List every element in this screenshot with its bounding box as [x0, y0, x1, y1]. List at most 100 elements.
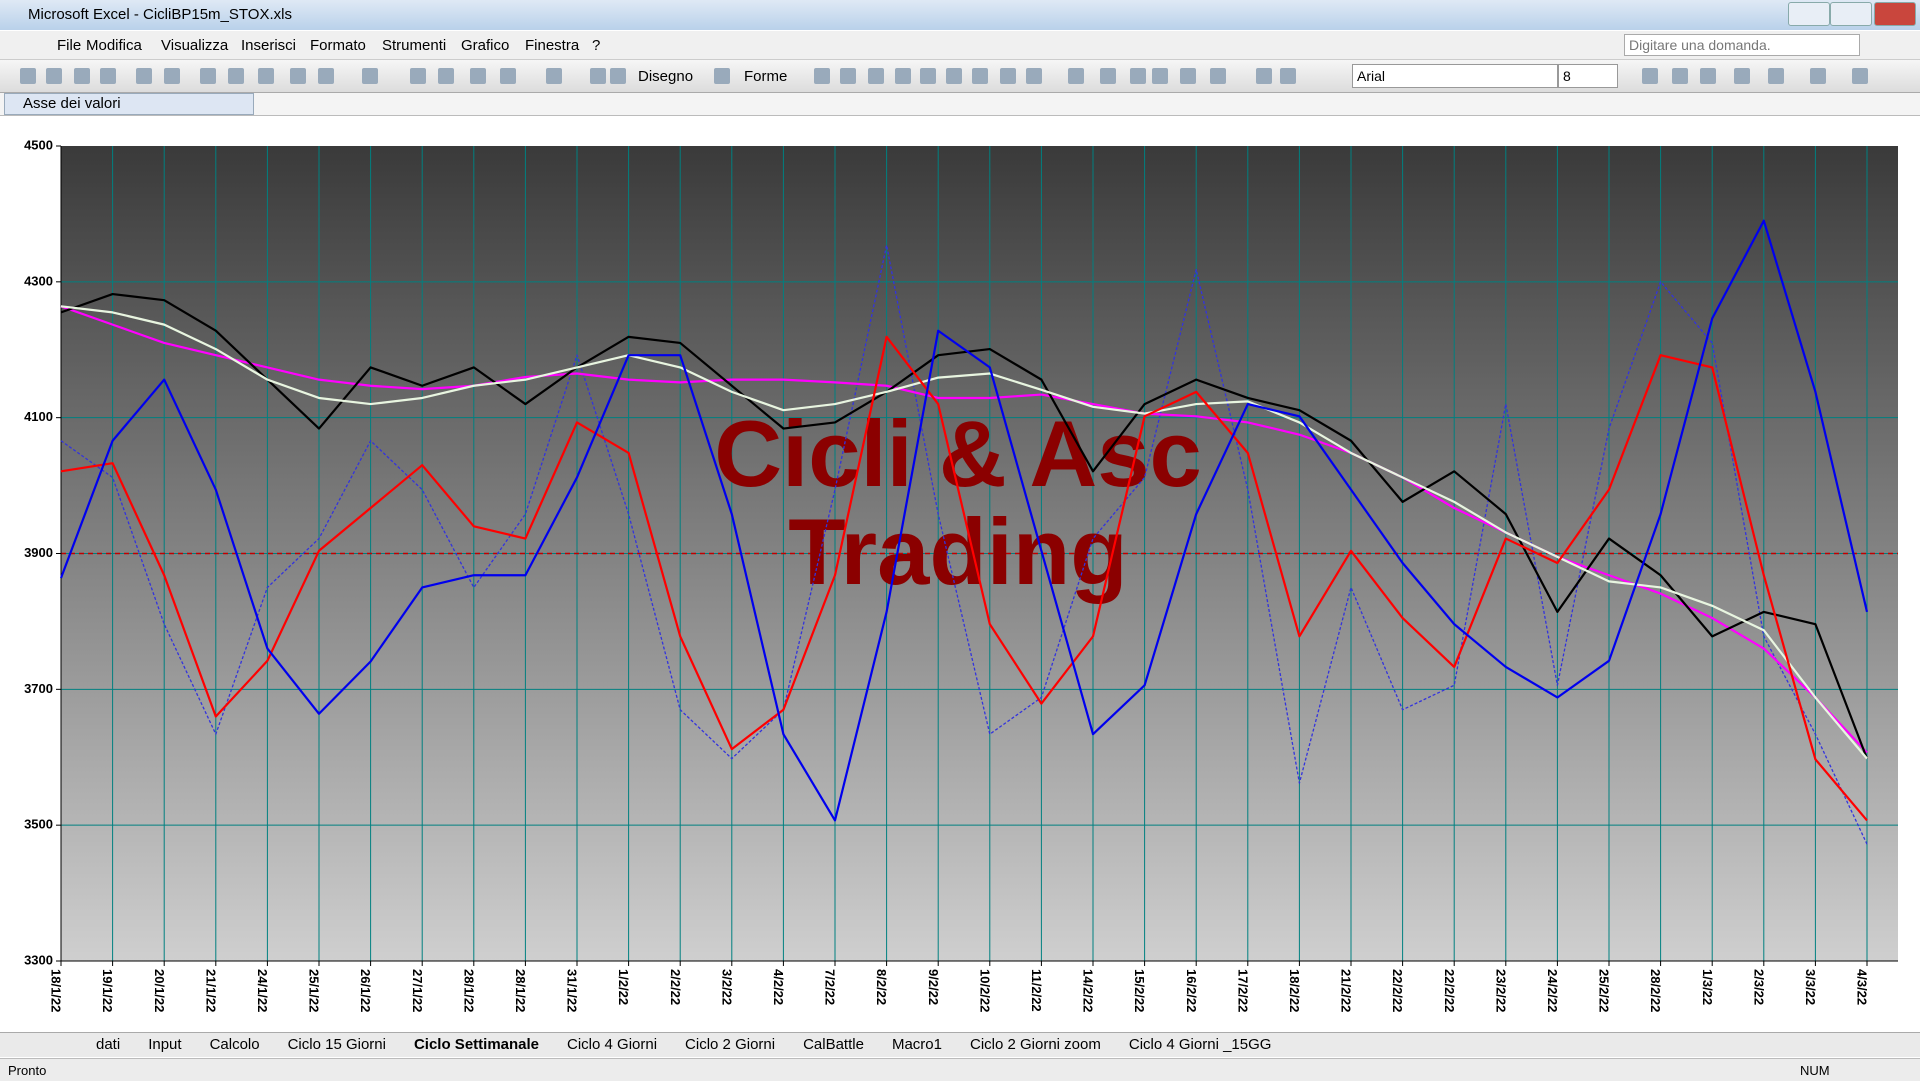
toolbar-icon[interactable] [1734, 68, 1750, 84]
toolbar-icon[interactable] [1256, 68, 1272, 84]
toolbar-icon[interactable] [1642, 68, 1658, 84]
x-tick-label: 15/2/22 [1132, 969, 1147, 1012]
x-tick-label: 18/2/22 [1287, 969, 1302, 1012]
menu-bar: Digitare una domanda. File Modifica Visual… [0, 31, 1920, 60]
sheet-tab[interactable]: Calcolo [209, 1036, 260, 1053]
maximize[interactable] [1830, 2, 1872, 26]
toolbar-icon[interactable] [20, 68, 36, 84]
menu-item[interactable]: Modifica [86, 37, 142, 54]
toolbar-icon[interactable] [258, 68, 274, 84]
size-combo[interactable]: 8 [1558, 64, 1618, 88]
toolbar-icon[interactable] [100, 68, 116, 84]
draw-menu[interactable]: Disegno [638, 68, 694, 85]
x-tick-label: 10/2/22 [977, 969, 992, 1012]
sheet-tab[interactable]: Ciclo 4 Giorni _15GG [1128, 1036, 1272, 1053]
minimize[interactable] [1788, 2, 1830, 26]
sheet-tab[interactable]: Ciclo Settimanale [413, 1036, 540, 1053]
toolbar-icon[interactable] [362, 68, 378, 84]
toolbar-icon[interactable] [1852, 68, 1868, 84]
title-bar: Microsoft Excel - CicliBP15m_STOX.xls [0, 0, 1920, 30]
shapes-menu[interactable]: Forme [744, 68, 788, 85]
x-tick-label: 2/2/22 [668, 969, 683, 1005]
toolbar-icon[interactable] [1768, 68, 1784, 84]
menu-item[interactable]: Grafico [461, 37, 510, 54]
toolbar-icon[interactable] [1280, 68, 1296, 84]
x-tick-label: 9/2/22 [926, 969, 941, 1005]
series-line [60, 244, 1868, 845]
y-tick-label: 3700 [24, 681, 53, 696]
x-tick-label: 25/2/22 [1597, 969, 1612, 1012]
menu-item[interactable]: Strumenti [382, 37, 447, 54]
toolbar-icon[interactable] [1026, 68, 1042, 84]
toolbar-icon[interactable] [136, 68, 152, 84]
toolbar-icon[interactable] [868, 68, 884, 84]
toolbar-icon[interactable] [410, 68, 426, 84]
toolbar-icon[interactable] [1700, 68, 1716, 84]
toolbar-icon[interactable] [438, 68, 454, 84]
toolbar-icon[interactable] [1100, 68, 1116, 84]
x-tick-label: 20/1/22 [152, 969, 167, 1012]
toolbar-icon[interactable] [546, 68, 562, 84]
toolbar-icon[interactable] [946, 68, 962, 84]
toolbar-icon[interactable] [814, 68, 830, 84]
toolbar-icon[interactable] [46, 68, 62, 84]
menu-item[interactable]: Visualizza [161, 37, 229, 54]
toolbar-icon[interactable] [1210, 68, 1226, 84]
x-tick-label: 19/1/22 [100, 969, 115, 1012]
close[interactable] [1874, 2, 1916, 26]
toolbar-icon[interactable] [200, 68, 216, 84]
menu-item[interactable]: Inserisci [241, 37, 297, 54]
x-tick-label: 28/1/22 [461, 969, 476, 1012]
y-tick-label: 4500 [24, 137, 53, 152]
x-tick-label: 2/3/22 [1751, 969, 1766, 1005]
menu-item[interactable]: Finestra [525, 37, 580, 54]
y-tick-label: 3900 [24, 545, 53, 560]
toolbar-icon[interactable] [164, 68, 180, 84]
x-tick-label: 26/1/22 [358, 969, 373, 1012]
toolbar-icon[interactable] [1130, 68, 1146, 84]
help-box[interactable]: Digitare una domanda. [1624, 34, 1860, 56]
status-bar: Pronto NUM [0, 1058, 1920, 1081]
sheet-tab[interactable]: Ciclo 15 Giorni [287, 1036, 386, 1053]
sheet-tab[interactable]: dati [96, 1036, 121, 1053]
toolbar-icon[interactable] [610, 68, 626, 84]
series-line [59, 219, 1869, 822]
toolbar-icon[interactable] [590, 68, 606, 84]
x-tick-label: 14/2/22 [1081, 969, 1096, 1012]
sheet-tab[interactable]: Ciclo 2 Giorni [685, 1036, 776, 1053]
toolbar-icon[interactable] [1068, 68, 1084, 84]
menu-item[interactable]: ? [592, 37, 601, 54]
toolbar-icon[interactable] [972, 68, 988, 84]
name-box[interactable]: Asse dei valori [4, 93, 254, 115]
x-tick-label: 23/2/22 [1493, 969, 1508, 1012]
sheet-tab[interactable]: Ciclo 4 Giorni [567, 1036, 658, 1053]
toolbar-icon[interactable] [1180, 68, 1196, 84]
toolbar-icon[interactable] [1810, 68, 1826, 84]
x-tick-label: 17/2/22 [1235, 969, 1250, 1012]
x-tick-label: 4/2/22 [771, 969, 786, 1005]
toolbar-icon[interactable] [470, 68, 486, 84]
toolbar-icon[interactable] [920, 68, 936, 84]
series-line [60, 305, 1868, 760]
sheet-tab[interactable]: Input [148, 1036, 182, 1053]
toolbar-icon[interactable] [500, 68, 516, 84]
menu-item[interactable]: File [57, 37, 82, 54]
sheet-tab[interactable]: Macro1 [891, 1036, 942, 1053]
sheet-tab[interactable]: CalBattle [803, 1036, 864, 1053]
font-combo[interactable]: Arial [1352, 64, 1558, 88]
toolbar-icon[interactable] [290, 68, 306, 84]
toolbar-icon[interactable] [1672, 68, 1688, 84]
toolbar-icon[interactable] [318, 68, 334, 84]
toolbar-icon[interactable] [228, 68, 244, 84]
x-tick-label: 21/1/22 [203, 969, 218, 1012]
x-tick-label: 21/2/22 [1339, 969, 1354, 1012]
menu-item[interactable]: Formato [310, 37, 366, 54]
toolbar-icon[interactable] [840, 68, 856, 84]
toolbar-icon[interactable] [1000, 68, 1016, 84]
sheet-tab[interactable]: Ciclo 2 Giorni zoom [969, 1036, 1101, 1053]
toolbar-icon[interactable] [1152, 68, 1168, 84]
toolbar-icon[interactable] [895, 68, 911, 84]
x-tick-label: 27/1/22 [410, 969, 425, 1012]
toolbar-icon[interactable] [74, 68, 90, 84]
toolbar-icon[interactable] [714, 68, 730, 84]
